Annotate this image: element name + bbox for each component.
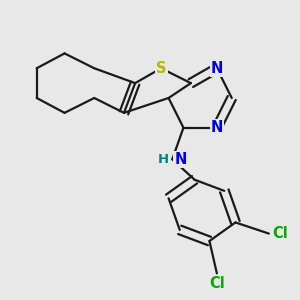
Text: H: H: [158, 153, 169, 166]
Text: Cl: Cl: [209, 276, 225, 291]
Text: N: N: [211, 61, 223, 76]
Text: N: N: [174, 152, 187, 167]
Text: Cl: Cl: [272, 226, 288, 241]
Text: S: S: [156, 61, 166, 76]
Text: N: N: [211, 120, 223, 135]
